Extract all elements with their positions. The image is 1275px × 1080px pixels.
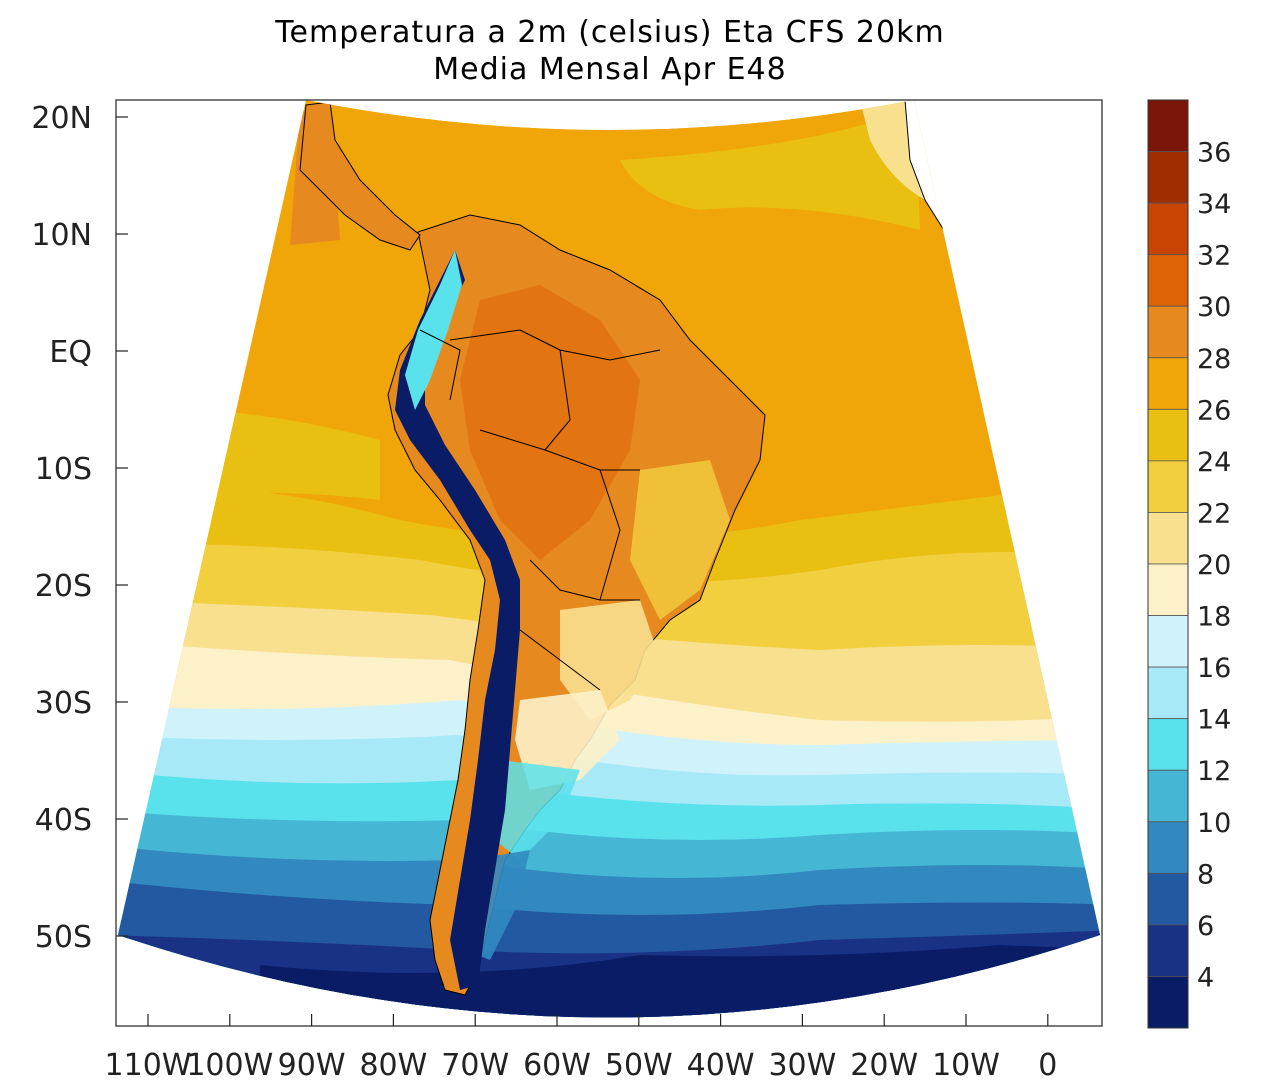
lat-label: 10N bbox=[31, 218, 92, 253]
colorbar-label: 20 bbox=[1197, 550, 1231, 581]
patagonia-north bbox=[495, 760, 580, 860]
colorbar-segment bbox=[1147, 666, 1189, 720]
colorbar: 36 34 32 30 28 26 24 22 20 18 16 14 12 10 8 6 4 bbox=[1147, 99, 1231, 1029]
colorbar-label: 4 bbox=[1197, 962, 1214, 993]
colorbar-label: 10 bbox=[1197, 808, 1231, 839]
lon-label: 70W bbox=[441, 1048, 509, 1080]
southern-brazil bbox=[560, 600, 660, 720]
colorbar-label: 12 bbox=[1197, 756, 1231, 787]
colorbar-label: 14 bbox=[1197, 705, 1231, 736]
colorbar-label: 28 bbox=[1197, 344, 1231, 375]
lon-label: 90W bbox=[278, 1048, 346, 1080]
andes-north-ridge bbox=[405, 250, 462, 410]
colorbar-segment bbox=[1147, 408, 1189, 462]
lon-label: 80W bbox=[359, 1048, 427, 1080]
title-line-1: Temperatura a 2m (celsius) Eta CFS 20km bbox=[274, 15, 944, 50]
lat-label: 30S bbox=[35, 686, 92, 721]
lat-label: 20S bbox=[35, 569, 92, 604]
amazon-warm-patch bbox=[460, 285, 640, 560]
brazil-highlands bbox=[630, 460, 730, 620]
colorbar-segment bbox=[1147, 924, 1189, 977]
lon-label: 30W bbox=[768, 1048, 836, 1080]
lat-label: 50S bbox=[35, 920, 92, 955]
colorbar-segment bbox=[1147, 99, 1189, 152]
lat-label: EQ bbox=[49, 335, 92, 370]
colorbar-segment bbox=[1147, 615, 1189, 668]
colorbar-label: 34 bbox=[1197, 189, 1231, 220]
latitude-axis: 20N 10N EQ 10S 20S 30S 40S 50S bbox=[31, 101, 128, 955]
colorbar-label: 36 bbox=[1197, 138, 1231, 169]
colorbar-segment bbox=[1147, 357, 1189, 410]
colorbar-label: 30 bbox=[1197, 292, 1231, 323]
colorbar-label: 6 bbox=[1197, 911, 1214, 942]
colorbar-segment bbox=[1147, 769, 1189, 823]
lat-label: 10S bbox=[35, 452, 92, 487]
lon-label: 60W bbox=[523, 1048, 591, 1080]
temperature-field bbox=[118, 100, 1100, 1018]
country-borders bbox=[419, 329, 661, 691]
colorbar-label: 32 bbox=[1197, 241, 1231, 272]
lat-label: 20N bbox=[31, 101, 92, 136]
colorbar-label: 18 bbox=[1197, 602, 1231, 633]
lon-label: 110W bbox=[105, 1048, 192, 1080]
colorbar-segment bbox=[1147, 460, 1189, 513]
colorbar-segment bbox=[1147, 976, 1189, 1029]
lon-label: 10W bbox=[932, 1048, 1000, 1080]
lon-label: 50W bbox=[605, 1048, 673, 1080]
colorbar-segment bbox=[1147, 563, 1189, 616]
colorbar-segment bbox=[1147, 151, 1189, 204]
lon-label: 20W bbox=[850, 1048, 918, 1080]
lon-label: 40W bbox=[687, 1048, 755, 1080]
colorbar-label: 22 bbox=[1197, 498, 1231, 529]
colorbar-segment bbox=[1147, 305, 1189, 359]
colorbar-label: 26 bbox=[1197, 395, 1231, 426]
colorbar-frame bbox=[1147, 99, 1189, 1029]
colorbar-segment bbox=[1147, 512, 1189, 565]
plot-frame bbox=[115, 99, 1103, 1027]
central-america bbox=[299, 101, 421, 251]
colorbar-segment bbox=[1147, 254, 1189, 307]
pampas bbox=[515, 690, 620, 790]
colorbar-segment bbox=[1147, 821, 1189, 874]
andes-cold-ridge bbox=[395, 250, 520, 990]
colorbar-segment bbox=[1147, 718, 1189, 771]
colorbar-segment bbox=[1147, 872, 1189, 926]
lon-label: 0 bbox=[1038, 1048, 1057, 1080]
lon-label: 100W bbox=[186, 1048, 273, 1080]
colorbar-label: 8 bbox=[1197, 859, 1214, 890]
colorbar-label: 16 bbox=[1197, 653, 1231, 684]
colorbar-label: 24 bbox=[1197, 447, 1231, 478]
title-line-2: Media Mensal Apr E48 bbox=[433, 52, 786, 87]
lat-label: 40S bbox=[35, 803, 92, 838]
colorbar-segment bbox=[1147, 202, 1189, 256]
temp-band-24-north bbox=[620, 110, 920, 230]
